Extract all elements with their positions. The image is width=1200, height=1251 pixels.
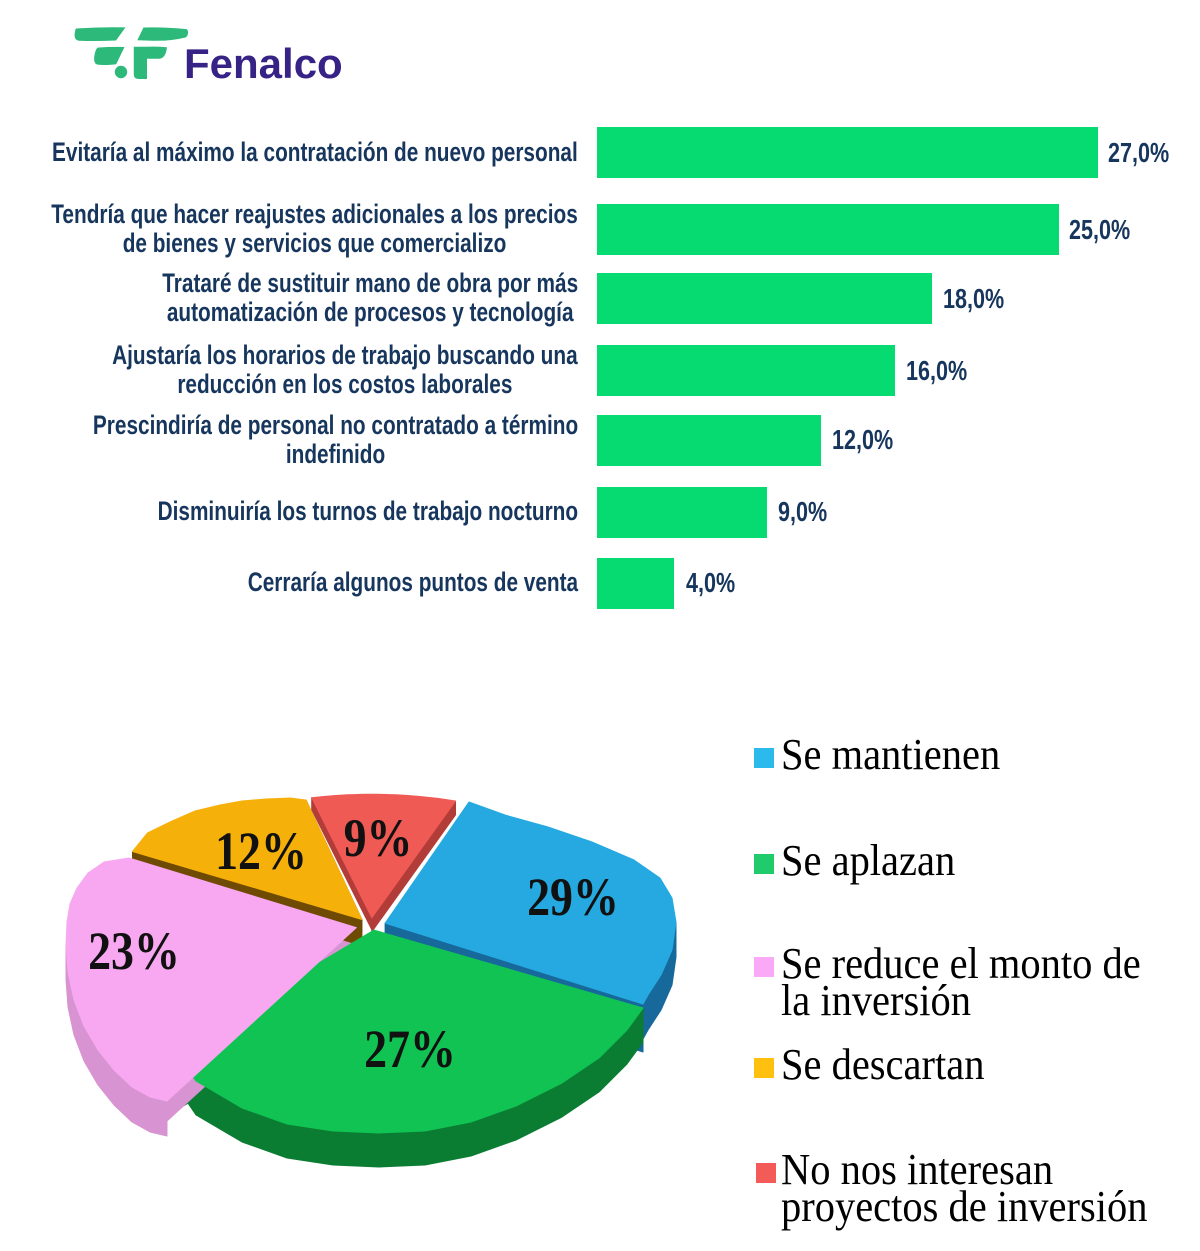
svg-text:Fenalco: Fenalco [184, 40, 343, 87]
